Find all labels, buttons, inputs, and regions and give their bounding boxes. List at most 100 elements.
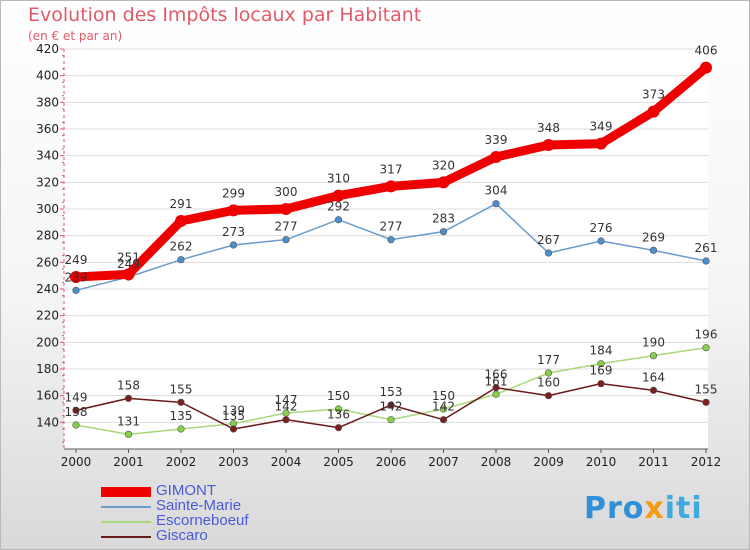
chart-title: Evolution des Impôts locaux par Habitant bbox=[28, 4, 422, 26]
data-label: 304 bbox=[485, 184, 508, 198]
data-label: 155 bbox=[170, 382, 193, 396]
data-label: 160 bbox=[537, 376, 560, 390]
data-label: 349 bbox=[590, 120, 613, 134]
y-tick-label: 420 bbox=[36, 42, 59, 56]
data-point bbox=[595, 137, 607, 150]
y-tick-label: 320 bbox=[36, 175, 59, 189]
data-label: 150 bbox=[327, 389, 350, 403]
data-point bbox=[334, 405, 343, 413]
data-point bbox=[72, 421, 80, 429]
data-point bbox=[229, 425, 238, 433]
data-label: 299 bbox=[222, 186, 245, 200]
data-label: 138 bbox=[65, 405, 88, 419]
legend-label: Giscaro bbox=[156, 527, 208, 544]
data-point bbox=[387, 236, 395, 244]
y-tick-label: 200 bbox=[36, 335, 59, 349]
data-label: 348 bbox=[537, 121, 560, 135]
y-tick-label: 140 bbox=[36, 415, 59, 429]
data-label: 373 bbox=[642, 88, 665, 102]
data-label: 149 bbox=[65, 390, 88, 404]
data-label: 261 bbox=[695, 241, 718, 255]
data-point bbox=[649, 246, 658, 254]
legend-swatch bbox=[101, 520, 151, 523]
y-tick-label: 240 bbox=[36, 282, 59, 296]
x-tick-label: 2012 bbox=[691, 455, 722, 469]
data-point bbox=[492, 384, 500, 392]
data-label: 277 bbox=[380, 220, 403, 234]
data-point bbox=[229, 241, 238, 249]
y-tick-label: 400 bbox=[36, 69, 59, 83]
x-tick-label: 2005 bbox=[323, 455, 354, 469]
data-label: 147 bbox=[275, 393, 298, 407]
data-label: 273 bbox=[222, 225, 245, 239]
data-label: 177 bbox=[537, 353, 560, 367]
data-label: 276 bbox=[590, 221, 613, 235]
data-label: 300 bbox=[275, 185, 298, 199]
data-point bbox=[702, 398, 710, 406]
data-label: 251 bbox=[117, 250, 140, 264]
data-label: 142 bbox=[275, 400, 298, 414]
y-tick-label: 360 bbox=[36, 122, 59, 136]
data-point bbox=[492, 390, 500, 398]
data-label: 166 bbox=[485, 368, 508, 382]
data-label: 158 bbox=[117, 378, 140, 392]
x-tick-label: 2008 bbox=[481, 455, 512, 469]
data-point bbox=[597, 360, 605, 368]
data-point bbox=[702, 257, 710, 265]
logo-part: iti bbox=[664, 491, 703, 526]
y-tick-label: 300 bbox=[36, 202, 59, 216]
data-label: 277 bbox=[275, 220, 298, 234]
data-label: 136 bbox=[327, 408, 350, 422]
data-point bbox=[492, 200, 500, 208]
data-point bbox=[385, 180, 397, 193]
logo-part: Pro bbox=[584, 491, 645, 526]
x-tick-label: 2000 bbox=[61, 455, 92, 469]
data-label: 142 bbox=[380, 400, 403, 414]
data-label: 320 bbox=[432, 158, 455, 172]
data-label: 262 bbox=[170, 240, 193, 254]
data-point bbox=[122, 268, 135, 281]
data-label: 239 bbox=[65, 270, 88, 284]
data-point bbox=[439, 416, 448, 424]
legend-swatch bbox=[101, 535, 151, 538]
data-label: 339 bbox=[485, 133, 508, 147]
data-point bbox=[177, 425, 185, 433]
data-label: 269 bbox=[642, 230, 665, 244]
data-label: 139 bbox=[222, 404, 245, 418]
data-label: 283 bbox=[432, 212, 455, 226]
data-label: 184 bbox=[590, 344, 613, 358]
data-point bbox=[70, 271, 82, 283]
y-tick-label: 280 bbox=[36, 229, 59, 243]
data-label: 249 bbox=[65, 253, 88, 267]
legend-swatch bbox=[101, 505, 151, 508]
data-point bbox=[597, 380, 605, 388]
data-point bbox=[647, 105, 660, 118]
data-label: 150 bbox=[432, 389, 455, 403]
data-point bbox=[177, 256, 185, 264]
data-label: 267 bbox=[537, 233, 560, 247]
data-point bbox=[544, 249, 553, 257]
proxiti-logo: Proxiti bbox=[584, 491, 703, 526]
data-point bbox=[177, 398, 185, 406]
data-label: 249 bbox=[117, 257, 140, 271]
legend-label: Sainte-Marie bbox=[156, 497, 242, 514]
data-label: 169 bbox=[590, 364, 613, 378]
data-label: 317 bbox=[380, 162, 403, 176]
legend-label: GIMONT bbox=[156, 482, 216, 499]
data-point bbox=[227, 204, 240, 217]
data-point bbox=[282, 416, 290, 424]
data-point bbox=[700, 61, 712, 74]
logo-part: x bbox=[644, 491, 665, 526]
x-tick-label: 2002 bbox=[166, 455, 197, 469]
y-tick-label: 340 bbox=[36, 149, 59, 163]
data-point bbox=[649, 386, 658, 394]
legend-swatch bbox=[101, 486, 151, 497]
data-point bbox=[124, 394, 133, 402]
y-tick-label: 180 bbox=[36, 362, 59, 376]
data-point bbox=[649, 352, 658, 360]
data-point bbox=[439, 405, 448, 413]
data-label: 196 bbox=[695, 328, 718, 342]
data-point bbox=[439, 228, 448, 236]
